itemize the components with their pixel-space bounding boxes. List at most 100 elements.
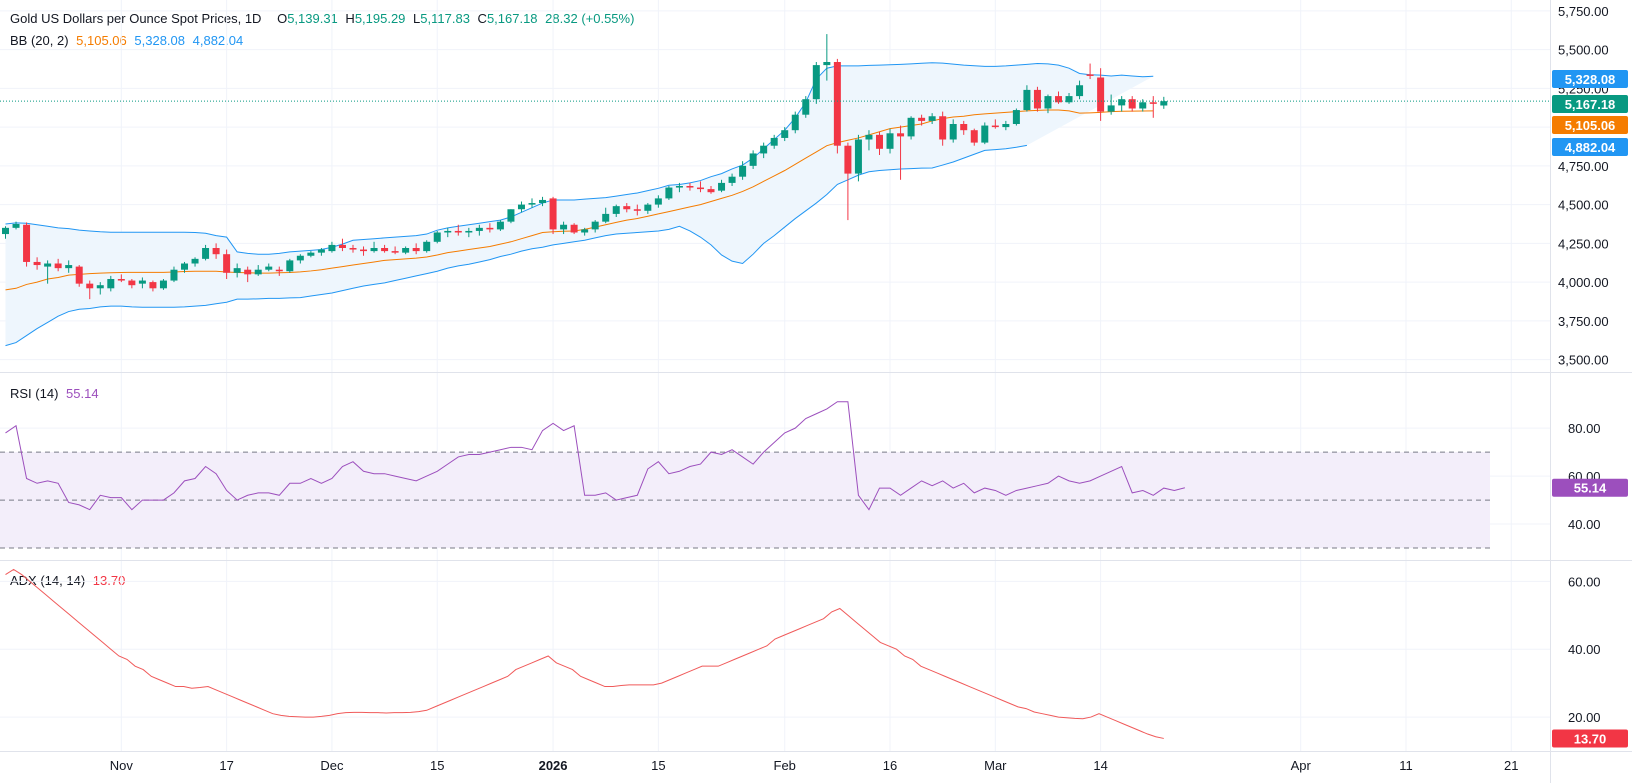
candle[interactable] [454,230,462,233]
bb-upper-price-tag[interactable] [1552,70,1628,88]
candle[interactable] [791,114,799,131]
candle[interactable] [23,224,31,262]
candle[interactable] [854,139,862,174]
candle[interactable] [1055,96,1062,103]
candle[interactable] [981,125,989,143]
candle[interactable] [212,248,220,255]
candle[interactable] [528,203,536,205]
candle[interactable] [465,230,473,233]
candle[interactable] [296,255,304,261]
candle[interactable] [612,206,620,214]
candle[interactable] [391,251,399,253]
candle[interactable] [696,187,704,190]
candle[interactable] [1023,89,1031,111]
candle[interactable] [1107,105,1115,112]
candle[interactable] [244,269,252,275]
candle[interactable] [381,248,389,252]
candle[interactable] [1139,102,1147,109]
candle[interactable] [928,116,936,121]
candle[interactable] [760,145,768,154]
candle[interactable] [918,117,926,121]
bb-lower-price-tag[interactable] [1552,138,1628,156]
candle[interactable] [412,248,420,252]
candle[interactable] [223,254,231,273]
candle[interactable] [138,280,146,284]
candle[interactable] [581,229,589,233]
rsi-legend[interactable]: RSI (14) 55.14 [10,386,103,401]
candle[interactable] [1076,85,1084,97]
candle[interactable] [1118,99,1126,106]
candle[interactable] [433,232,441,242]
candle[interactable] [170,269,178,281]
candle[interactable] [865,134,873,140]
candle[interactable] [202,248,210,259]
candle[interactable] [496,221,504,230]
candle[interactable] [549,198,557,230]
candle[interactable] [1065,96,1073,103]
candle[interactable] [360,249,368,252]
bb-basis-price-tag[interactable] [1552,116,1628,134]
candle[interactable] [423,241,431,252]
candle[interactable] [328,244,336,252]
candle[interactable] [33,261,41,266]
candle[interactable] [739,165,747,177]
candle[interactable] [307,252,315,256]
candle[interactable] [560,224,568,230]
candle[interactable] [728,176,736,183]
candle[interactable] [602,213,610,222]
candle[interactable] [991,125,999,128]
candle[interactable] [654,198,662,205]
candle[interactable] [349,248,357,250]
candle[interactable] [402,248,410,253]
candle[interactable] [886,133,894,149]
candle[interactable] [149,282,157,289]
bb-basis-line[interactable] [5,109,1154,291]
adx-legend[interactable]: ADX (14, 14) 13.70 [10,573,129,588]
candle[interactable] [54,263,62,269]
candle[interactable] [1149,102,1157,104]
candle[interactable] [370,248,378,252]
candle[interactable] [749,153,757,166]
candle[interactable] [286,260,294,272]
candle[interactable] [65,265,73,269]
adx-line[interactable] [5,568,1164,739]
candle[interactable] [486,227,494,230]
candle[interactable] [507,209,515,222]
candle[interactable] [128,280,136,286]
candle[interactable] [1033,89,1041,109]
candle[interactable] [570,224,578,233]
candle[interactable] [159,280,167,289]
rsi-value-tag[interactable] [1552,478,1628,497]
close-price-tag[interactable] [1552,95,1628,113]
candle[interactable] [254,269,262,275]
candle[interactable] [665,187,673,199]
bb-lower-line[interactable] [5,144,1027,347]
candle[interactable] [1012,110,1020,124]
candle[interactable] [875,134,883,149]
candle[interactable] [686,186,694,188]
candle[interactable] [107,279,115,289]
candle[interactable] [960,124,968,131]
candle[interactable] [444,230,452,233]
candle[interactable] [539,199,547,204]
candle[interactable] [191,258,199,264]
candle[interactable] [275,269,283,272]
candle[interactable] [675,186,683,188]
candle[interactable] [233,268,241,273]
candle[interactable] [781,130,789,138]
candle[interactable] [12,223,20,228]
candle[interactable] [707,189,715,193]
candle[interactable] [1160,101,1168,106]
bb-legend[interactable]: BB (20, 2) 5,105.06 5,328.08 4,882.04 [10,33,247,48]
candle[interactable] [939,116,947,140]
candle[interactable] [1128,99,1136,109]
candle[interactable] [897,133,905,137]
candle[interactable] [802,99,810,115]
candle[interactable] [1044,96,1052,109]
candle[interactable] [181,263,189,270]
candle[interactable] [644,204,652,211]
candle[interactable] [265,266,273,270]
candle[interactable] [75,266,83,284]
adx-value-tag[interactable] [1552,729,1628,748]
